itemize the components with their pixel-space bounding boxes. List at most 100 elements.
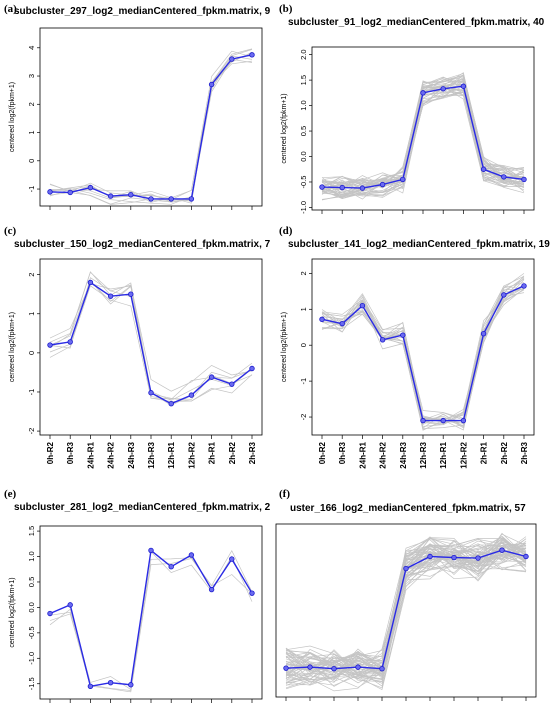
gene-profile-line <box>321 275 525 420</box>
chart-panel-2: (b) subcluster_91_log2_medianCentered_fpk… <box>279 3 545 214</box>
median-point <box>379 181 386 188</box>
median-point <box>168 401 174 407</box>
median-point <box>403 565 409 572</box>
y-tick-label: -2 <box>27 428 36 435</box>
median-point <box>400 332 406 338</box>
median-point <box>331 665 337 672</box>
median-point <box>188 196 195 202</box>
median-line <box>49 281 253 405</box>
median-point <box>379 337 386 343</box>
gene-profile-line <box>49 279 253 400</box>
median-point <box>107 193 114 199</box>
median-point <box>208 81 215 88</box>
x-tick-label: 0h-R3 <box>338 441 347 464</box>
chart-title: uster_166_log2_medianCentered_fpkm.matri… <box>290 503 526 514</box>
y-tick-label: 3 <box>27 74 36 78</box>
y-tick-label: -1.0 <box>299 201 308 214</box>
y-tick-label: 2 <box>27 273 36 277</box>
x-tick-label: 2h-R3 <box>248 441 257 464</box>
median-point <box>501 292 507 298</box>
x-tick-label: 0h-R3 <box>66 441 75 464</box>
x-tick-label: 12h-R3 <box>419 441 428 468</box>
x-tick-label: 12h-R2 <box>187 441 196 468</box>
y-tick-label: 1 <box>27 130 36 134</box>
gene-profile-line <box>49 55 253 205</box>
x-tick-label: 24h-R1 <box>86 441 95 468</box>
y-tick-label: 0.0 <box>299 151 308 161</box>
median-point <box>87 279 94 286</box>
gene-profile-line <box>321 273 525 422</box>
median-point <box>229 556 235 562</box>
x-tick-label: 0h-R2 <box>318 441 327 464</box>
y-tick-label: 2 <box>299 271 308 275</box>
median-point <box>460 417 467 424</box>
median-point <box>67 602 73 608</box>
plot-frame <box>39 258 263 436</box>
median-point <box>339 320 345 327</box>
chart-title: subcluster_150_log2_medianCentered_fpkm.… <box>14 239 271 250</box>
chart-title: subcluster_141_log2_medianCentered_fpkm.… <box>288 239 550 250</box>
median-point <box>208 374 215 380</box>
median-point <box>319 316 325 323</box>
x-tick-label: 2h-R1 <box>208 441 217 464</box>
median-point <box>87 683 94 689</box>
x-tick-label: 24h-R3 <box>127 441 136 468</box>
chart-title: subcluster_297_log2_medianCentered_fpkm.… <box>14 6 271 17</box>
median-line <box>321 285 525 422</box>
gene-profile-line <box>49 550 253 691</box>
y-tick-label: 1.0 <box>27 551 36 561</box>
panel-label: (e) <box>4 488 17 500</box>
median-point <box>451 554 457 561</box>
gene-profiles <box>49 549 253 693</box>
y-tick-label: -1.0 <box>27 652 36 665</box>
gene-profile-line <box>321 80 525 187</box>
y-axis-label: centered log2(fpkm+1) <box>9 577 16 647</box>
median-point <box>87 184 94 191</box>
panel-label: (f) <box>279 488 290 500</box>
y-tick-label: -1 <box>27 389 36 396</box>
y-tick-label: 0 <box>27 159 36 163</box>
median-point <box>128 682 134 688</box>
y-tick-label: -1 <box>27 186 36 193</box>
median-point <box>427 553 433 560</box>
x-tick-label: 0h-R2 <box>46 441 55 464</box>
median-point <box>168 564 174 570</box>
median-point <box>188 392 195 398</box>
gene-profile-line <box>49 549 253 691</box>
median-point <box>499 547 505 553</box>
median-point <box>501 174 507 180</box>
gene-profile-line <box>49 52 253 202</box>
panel-label: (c) <box>4 225 17 237</box>
y-tick-label: 0 <box>27 351 36 355</box>
gene-profile-line <box>285 541 527 676</box>
median-point <box>128 291 134 297</box>
gene-profiles <box>321 273 525 431</box>
median-point <box>400 176 406 183</box>
x-tick-label: 12h-R1 <box>167 441 176 468</box>
median-point <box>307 664 313 670</box>
y-axis-label: centered log2(fpkm+1) <box>9 312 16 382</box>
x-tick-label: 24h-R1 <box>358 441 367 468</box>
x-tick-label: 12h-R2 <box>459 441 468 468</box>
median-point <box>148 196 154 202</box>
median-point <box>521 283 527 289</box>
gene-profile-line <box>49 60 253 205</box>
gene-profile-line <box>49 54 253 201</box>
median-point <box>319 184 325 190</box>
gene-profile-line <box>321 282 525 425</box>
median-point <box>67 339 73 345</box>
gene-profile-line <box>285 544 527 673</box>
x-tick-label: 24h-R2 <box>107 441 116 468</box>
y-axis-label: centered log2(fpkm+1) <box>9 82 16 152</box>
y-tick-label: -1 <box>299 378 308 385</box>
gene-profile-line <box>49 271 253 392</box>
y-tick-label: 0.5 <box>299 126 308 136</box>
median-point <box>47 189 53 195</box>
y-axis-label: centered log2(fpkm+1) <box>281 312 288 382</box>
gene-profile-line <box>321 279 525 427</box>
chart-panel-4: (d) subcluster_141_log2_medianCentered_fp… <box>279 225 550 469</box>
x-tick-label: 2h-R3 <box>520 441 529 464</box>
median-point <box>47 342 53 348</box>
panel-label: (b) <box>279 3 293 15</box>
median-point <box>229 56 235 62</box>
